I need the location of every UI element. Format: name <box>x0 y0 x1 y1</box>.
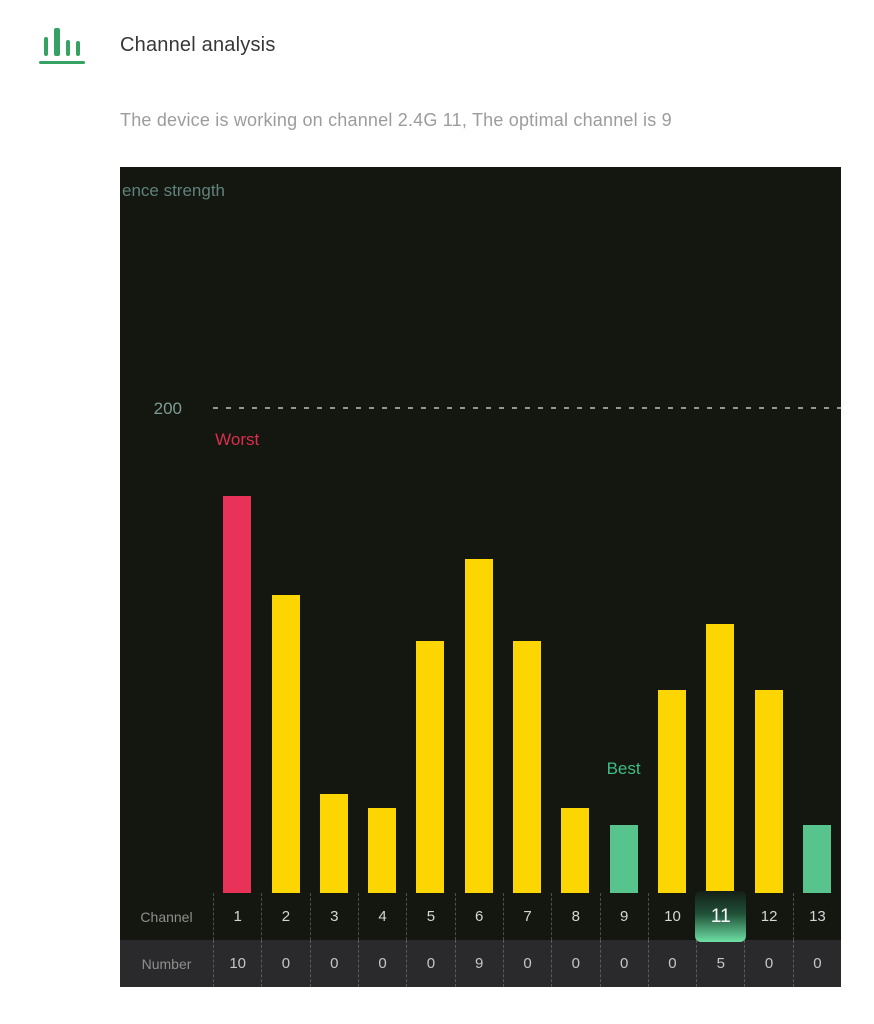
bar-channel-13 <box>802 825 831 893</box>
number-cell-5: 0 <box>406 940 454 987</box>
channel-cell-1: 1 <box>213 893 261 940</box>
number-cell-3: 0 <box>309 940 358 987</box>
channel-cell-11: 11 <box>695 891 747 942</box>
annotation-best: Best <box>606 759 641 778</box>
channel-cell-2: 2 <box>261 893 309 940</box>
bar-channel-10 <box>657 689 686 893</box>
channel-cell-10: 10 <box>647 893 696 940</box>
bar-channel-4 <box>368 808 397 893</box>
gridline-value-label: 200 <box>153 399 182 418</box>
number-cell-7: 0 <box>502 940 551 987</box>
channel-cell-3: 3 <box>309 893 358 940</box>
channel-cell-4: 4 <box>357 893 406 940</box>
channel-cell-8: 8 <box>551 893 599 940</box>
interference-strength-label-clipped: ence strength <box>122 181 226 200</box>
channel-row-label: Channel <box>140 908 193 925</box>
number-cell-9: 0 <box>599 940 648 987</box>
analysis-summary: The device is working on channel 2.4G 11… <box>120 110 672 130</box>
bar-channel-7 <box>513 641 541 893</box>
number-cell-2: 0 <box>261 940 309 987</box>
page-title: Channel analysis <box>120 34 276 56</box>
bar-channel-1 <box>223 496 252 893</box>
bar-channel-9 <box>609 825 638 893</box>
number-cell-12: 0 <box>744 940 792 987</box>
bar-channel-6 <box>464 559 493 893</box>
bar-channel-12 <box>754 689 783 893</box>
channel-cell-9: 9 <box>599 893 648 940</box>
channel-cell-5: 5 <box>406 893 454 940</box>
number-cell-1: 10 <box>213 940 261 987</box>
number-row: Number 10 0 0 0 0 9 0 0 0 0 5 0 0 <box>120 940 841 987</box>
bar-channel-3 <box>319 793 348 893</box>
plot-area: Worst Best <box>120 167 841 893</box>
number-cell-13: 0 <box>792 940 841 987</box>
threshold-dashed-line <box>213 407 841 409</box>
annotation-worst: Worst <box>215 430 260 449</box>
bar-channel-8 <box>561 808 590 893</box>
number-row-label: Number <box>141 955 192 972</box>
bar-chart-icon <box>38 27 86 65</box>
channel-row: Channel 1 2 3 4 5 6 7 8 9 10 11 12 13 <box>120 891 841 942</box>
number-cell-6: 9 <box>454 940 503 987</box>
bar-channel-5 <box>416 641 445 893</box>
number-cell-10: 0 <box>647 940 696 987</box>
number-cell-8: 0 <box>551 940 599 987</box>
current-channel-highlight <box>695 891 747 942</box>
channel-cell-7: 7 <box>502 893 551 940</box>
channel-cell-6: 6 <box>454 893 503 940</box>
channel-cell-12: 12 <box>744 893 792 940</box>
number-cell-11: 5 <box>696 940 744 987</box>
channel-cell-13: 13 <box>792 893 841 940</box>
number-cell-4: 0 <box>357 940 406 987</box>
bar-channel-11 <box>706 624 735 893</box>
bar-channel-2 <box>271 595 300 893</box>
